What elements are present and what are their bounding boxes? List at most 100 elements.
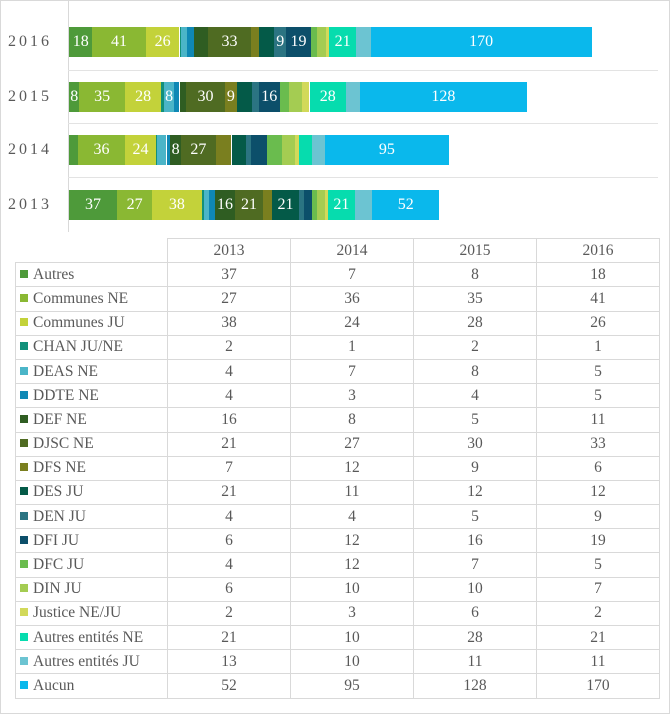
bar-data-label: 95	[378, 141, 395, 158]
bar-segment: 36	[78, 135, 125, 165]
table-row: DDTE NE 4 3 4 5	[15, 383, 660, 409]
bar-segment: 24	[124, 135, 157, 165]
table-cell: 33	[536, 431, 660, 457]
bar-segment	[299, 190, 305, 220]
legend-label: Communes NE	[33, 289, 129, 307]
table-row: Aucun 52 95 128 170	[15, 673, 660, 699]
bar-segment	[245, 135, 251, 165]
table-cell: 12	[290, 552, 414, 578]
legend-entry: DES JU	[15, 479, 168, 506]
table-cell: 170	[536, 673, 660, 699]
table-cell: 12	[290, 528, 414, 554]
legend-label: DFC JU	[33, 556, 85, 574]
bar-segment	[317, 27, 327, 57]
bar-segment	[209, 190, 215, 220]
header-blank	[15, 238, 168, 264]
bar-segment: 28	[124, 82, 162, 112]
bar-segment: 30	[186, 82, 225, 112]
table-cell: 5	[413, 407, 537, 433]
table-cell: 2	[167, 334, 291, 360]
bar-segment	[279, 82, 289, 112]
bar-data-label: 52	[397, 196, 414, 213]
table-cell: 21	[167, 431, 291, 457]
bar-segment	[299, 135, 313, 165]
table-cell: 4	[167, 358, 291, 385]
bar-segment	[295, 135, 300, 165]
legend-label: CHAN JU/NE	[33, 338, 123, 356]
table-cell: 5	[536, 383, 660, 409]
bar-segment: 21	[235, 190, 263, 220]
table-row: Autres 37 7 8 18	[15, 262, 660, 288]
bar-segment: 8	[163, 82, 175, 112]
bar-data-label: 8	[171, 141, 180, 158]
bar-segment	[156, 135, 158, 165]
legend-label: Autres	[33, 265, 75, 283]
table-cell: 8	[413, 358, 537, 385]
table-cell: 8	[413, 262, 537, 288]
table-cell: 6	[413, 600, 537, 627]
bar-segment	[251, 27, 259, 57]
bar-data-label: 170	[469, 33, 494, 50]
bar-data-label: 18	[72, 33, 89, 50]
table-row: CHAN JU/NE 2 1 2 1	[15, 334, 660, 360]
bar-segment: 27	[180, 135, 216, 165]
table-row: DFC JU 4 12 7 5	[15, 552, 660, 578]
legend-label: DIN JU	[33, 580, 82, 598]
row-separator	[68, 70, 658, 71]
bar-segment	[262, 190, 272, 220]
bar-segment	[282, 135, 296, 165]
y-tick-label: 2015	[8, 88, 52, 105]
table-cell: 2	[167, 600, 291, 627]
bar-data-label: 36	[93, 141, 110, 158]
bar-data-label: 38	[168, 196, 185, 213]
table-cell: 4	[167, 504, 291, 530]
bar-data-label: 21	[277, 196, 294, 213]
bar-segment	[312, 190, 318, 220]
legend-label: Autres entités JU	[33, 652, 140, 670]
bar-segment: 41	[92, 27, 146, 57]
table-cell: 3	[290, 383, 414, 409]
bar-data-label: 21	[241, 196, 258, 213]
bar-segment	[231, 135, 246, 165]
bar-segment	[161, 82, 164, 112]
bar-segment	[258, 27, 275, 57]
legend-swatch	[20, 535, 28, 544]
bar-segment	[157, 135, 167, 165]
row-separator	[68, 177, 658, 178]
table-cell: 18	[536, 262, 660, 288]
bar-data-label: 19	[290, 33, 307, 50]
table-cell: 10	[290, 576, 414, 602]
bar-segment	[251, 135, 267, 165]
bar-segment: 128	[360, 82, 527, 112]
table-cell: 6	[536, 455, 660, 481]
y-tick-label: 2016	[8, 33, 52, 50]
table-cell: 1	[290, 334, 414, 360]
table-row: DFS NE 7 12 9 6	[15, 455, 660, 481]
bar-segment: 52	[371, 190, 440, 220]
legend-label: DEAS NE	[33, 362, 99, 380]
legend-swatch	[20, 414, 28, 423]
bar-segment	[201, 190, 205, 220]
legend-entry: DFI JU	[15, 528, 168, 554]
bar-segment	[215, 135, 232, 165]
bar-data-label: 26	[154, 33, 171, 50]
table-cell: 6	[167, 576, 291, 602]
bar-segment: 95	[325, 135, 449, 165]
category-axis	[68, 0, 69, 232]
table-cell: 21	[167, 624, 291, 651]
bar-segment	[304, 190, 313, 220]
bar-data-label: 16	[216, 196, 233, 213]
bar-data-label: 8	[70, 88, 79, 105]
bar-segment: 8	[170, 135, 181, 165]
bar-segment	[204, 190, 210, 220]
bar-segment	[69, 135, 79, 165]
table-row: DEF NE 16 8 5 11	[15, 407, 660, 433]
table-row: Justice NE/JU 2 3 6 2	[15, 600, 660, 627]
legend-swatch	[20, 487, 28, 496]
bar-segment	[326, 27, 329, 57]
table-cell: 30	[413, 431, 537, 457]
bar-segment	[355, 190, 372, 220]
table-cell: 12	[290, 455, 414, 481]
bar-segment: 27	[117, 190, 153, 220]
bar-segment: 18	[69, 27, 93, 57]
